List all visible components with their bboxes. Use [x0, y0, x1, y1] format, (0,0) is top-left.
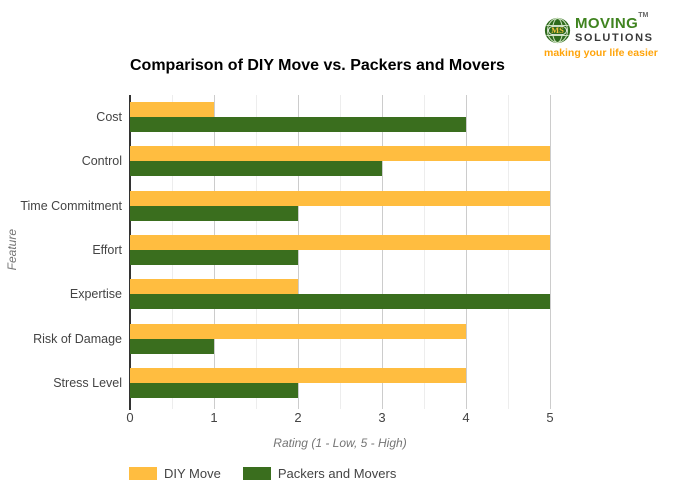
category-label: Expertise	[69, 287, 122, 302]
bar-packers-and-movers	[130, 294, 550, 310]
category-label: Control	[81, 154, 122, 169]
category-label: Effort	[92, 242, 122, 257]
legend-label-packers-and-movers: Packers and Movers	[277, 466, 397, 481]
svg-text:MS: MS	[551, 25, 564, 35]
category-label: Risk of Damage	[33, 331, 122, 346]
x-tick-label: 1	[210, 410, 218, 425]
trademark-symbol: TM	[638, 12, 649, 19]
bar-group	[130, 184, 550, 228]
legend-swatch-packers-and-movers	[242, 467, 271, 480]
bar-packers-and-movers	[130, 205, 298, 221]
bar-group	[130, 95, 550, 139]
bar-diy-move	[130, 146, 550, 162]
bar-packers-and-movers	[130, 382, 298, 398]
bar-diy-move	[130, 234, 550, 250]
x-tick-label: 5	[546, 410, 554, 425]
gridline	[508, 95, 509, 409]
plot-area: Cost Control Time Commitment Effort Expertis…	[20, 95, 551, 410]
x-tick-label: 0	[126, 410, 134, 425]
gridline	[424, 95, 425, 409]
gridline	[466, 95, 467, 409]
bar-diy-move	[130, 323, 466, 339]
bar-diy-move	[130, 102, 214, 118]
x-tick-label: 2	[294, 410, 302, 425]
bar-group	[130, 228, 550, 272]
legend-item-diy-move: DIY Move	[129, 466, 221, 481]
category-label: Time Commitment	[20, 198, 122, 213]
legend-label-diy-move: DIY Move	[164, 466, 221, 481]
bar-packers-and-movers	[130, 161, 382, 177]
bar-packers-and-movers	[130, 338, 214, 354]
category-labels: Cost Control Time Commitment Effort Expertis…	[0, 95, 122, 405]
x-tick-label: 4	[462, 410, 470, 425]
bar-packers-and-movers	[130, 117, 466, 133]
legend: DIY Move Packers and Movers	[129, 466, 396, 481]
gridline	[298, 95, 299, 409]
logo-name-bottom: SOLUTIONS	[575, 32, 654, 44]
gridline	[340, 95, 341, 409]
bar-packers-and-movers	[130, 249, 298, 265]
category-label: Cost	[96, 110, 122, 125]
legend-swatch-diy-move	[129, 467, 157, 480]
chart-title: Comparison of DIY Move vs. Packers and M…	[130, 57, 505, 74]
globe-ms-icon: MS	[544, 17, 571, 44]
bar-group	[130, 361, 550, 405]
x-axis-title: Rating (1 - Low, 5 - High)	[273, 436, 407, 450]
bar-rows	[130, 95, 550, 405]
bar-group	[130, 139, 550, 183]
bar-diy-move	[130, 190, 550, 206]
bar-group	[130, 316, 550, 360]
bar-diy-move	[130, 279, 298, 295]
bar-group	[130, 272, 550, 316]
x-tick-labels: 0 1 2 3 4 5	[126, 410, 553, 426]
gridline	[382, 95, 383, 409]
bar-diy-move	[130, 367, 466, 383]
legend-item-packers-and-movers: Packers and Movers	[242, 466, 397, 481]
x-tick-label: 3	[378, 410, 386, 425]
category-label: Stress Level	[53, 375, 122, 390]
logo-tagline: making your life easier	[544, 47, 658, 59]
logo-name-top: MOVING	[575, 15, 639, 32]
brand-logo: MS MOVINGTM SOLUTIONS making your life e…	[544, 12, 668, 59]
gridline	[550, 95, 551, 409]
